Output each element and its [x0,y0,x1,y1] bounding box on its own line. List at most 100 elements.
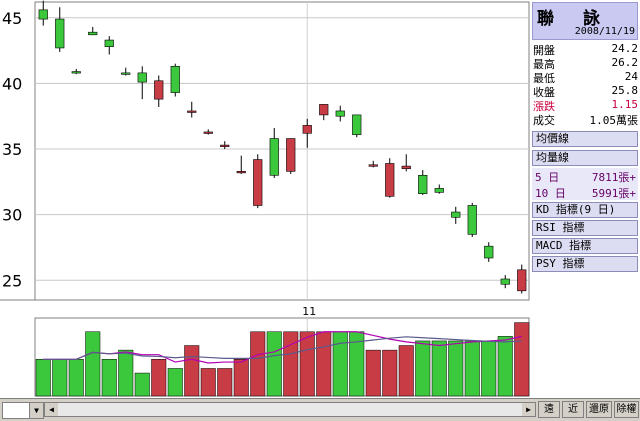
volume-bar [68,359,84,397]
volume-ma5: 5 日 7811張+ [532,168,638,184]
ex-rights-button[interactable]: 除權 [614,401,639,418]
candle-down [352,114,362,135]
candle-down [170,66,180,93]
volume-bar [497,336,513,397]
quote-change-label: 漲跌 [533,100,555,113]
volume-bar [266,331,282,397]
volume-bar [514,322,530,397]
volume-bar [415,340,431,397]
candle-up [187,110,197,113]
candle-down [104,39,114,47]
stock-chart[interactable]: 45 40 35 30 25 11 [0,0,530,398]
scroll-right-icon[interactable]: ▶ [522,403,535,416]
period-select[interactable]: ▼ [2,402,44,419]
volume-bar [365,349,381,397]
quote-close-value: 25.8 [611,84,639,97]
candle-up [236,171,246,174]
quote-high-label: 最高 [533,58,555,71]
volume-ma10-value: 5991張+ [591,187,636,200]
zoom-near-button[interactable]: 近 [562,401,584,418]
volume-ma5-label: 5 日 [535,171,560,184]
candle-up [517,269,527,292]
volume-bar [35,359,51,397]
candle-down [269,138,279,176]
volume-bar [118,349,134,397]
volume-bar [217,368,233,397]
candle-up [203,131,213,134]
candle-up [401,165,411,170]
candle-up [220,144,230,147]
quote-close: 收盤 25.8 [532,84,639,99]
volume-bar [431,340,447,397]
quote-change: 漲跌 1.15 [532,98,639,113]
kd-indicator-button[interactable]: KD 指標(9 日) [532,202,638,218]
avg-price-line-button[interactable]: 均價線 [532,131,638,147]
candle-up [319,104,329,116]
macd-indicator-button[interactable]: MACD 指標 [532,238,638,254]
quote-volume: 成交 1.05萬張 [532,112,639,127]
candle-up [154,80,164,100]
candle-down [335,110,345,117]
candle-down [500,278,510,285]
volume-ma10-line [43,336,522,360]
dropdown-arrow-icon[interactable]: ▼ [29,403,43,418]
candle-down [71,71,81,74]
zoom-far-button[interactable]: 遠 [538,401,560,418]
volume-bar [299,331,315,397]
candle-down [434,188,444,193]
volume-bar [85,331,101,397]
horizontal-scrollbar[interactable]: ◀ ▶ [44,402,536,417]
volume-bar [200,368,216,397]
avg-volume-line-button[interactable]: 均量線 [532,150,638,166]
volume-bar [481,340,497,397]
candle-up [286,138,296,172]
stock-date: 2008/11/19 [574,26,635,37]
volume-bar [184,345,200,397]
candle-up [385,163,395,197]
volume-bar [398,345,414,397]
x-month-label: 11 [302,305,316,318]
candle-down [88,31,98,36]
y-tick-label: 25 [2,271,22,290]
volume-bar [167,368,183,397]
volume-bar [233,359,249,397]
volume-bar [52,359,68,397]
candle-down [484,245,494,259]
candle-up [253,159,263,206]
candle-down [137,72,147,83]
quote-low: 最低 24 [532,70,638,85]
info-panel: 聯 詠 2008/11/19 開盤 24.2 最高 26.2 最低 24 收盤 … [530,0,640,398]
volume-ma5-value: 7811張+ [591,171,636,184]
volume-ma5-line [43,331,522,364]
psy-indicator-button[interactable]: PSY 指標 [532,256,638,272]
candle-down [467,205,477,235]
rsi-indicator-button[interactable]: RSI 指標 [532,220,638,236]
candle-down [121,72,131,75]
volume-bar [101,359,117,397]
y-tick-label: 45 [2,9,22,28]
scroll-left-icon[interactable]: ◀ [45,403,58,416]
volume-bar [332,331,348,397]
candle-down [451,211,461,218]
volume-bar [382,349,398,397]
y-tick-label: 30 [2,206,22,225]
restore-button[interactable]: 還原 [586,401,612,418]
quote-volume-value: 1.05萬張 [589,114,639,127]
candle-down [55,18,65,49]
volume-bar [134,372,150,397]
volume-ma10-label: 10 日 [535,187,566,200]
volume-bar [464,340,480,397]
quote-change-value: 1.15 [611,98,639,111]
candle-up [302,125,312,134]
quote-open: 開盤 24.2 [532,42,639,57]
bottom-toolbar: ▼ ◀ ▶ 遠 近 還原 除權 [0,398,640,421]
quote-open-value: 24.2 [611,42,639,55]
stock-title-box: 聯 詠 2008/11/19 [532,2,638,40]
y-tick-label: 35 [2,140,22,159]
quote-high-value: 26.2 [611,56,639,69]
volume-ma10: 10 日 5991張+ [532,184,638,200]
quote-high: 最高 26.2 [532,56,639,71]
stock-name: 聯 詠 [537,9,606,29]
quote-low-label: 最低 [533,72,555,85]
candle-down [418,174,428,194]
